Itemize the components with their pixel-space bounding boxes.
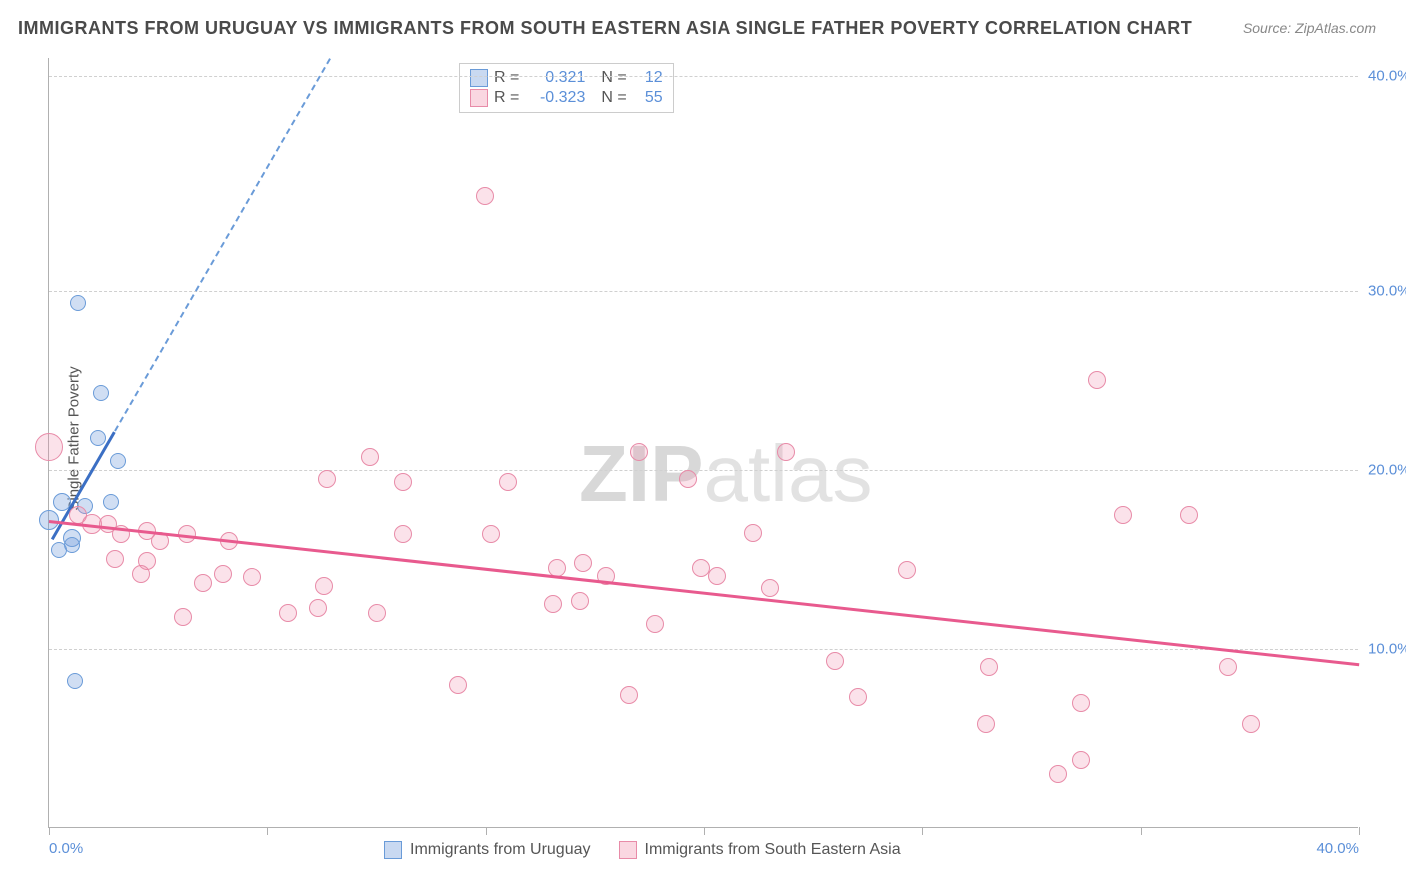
data-point <box>394 473 412 491</box>
legend-r-value: -0.323 <box>525 89 585 107</box>
data-point <box>849 688 867 706</box>
data-point <box>309 599 327 617</box>
data-point <box>368 604 386 622</box>
legend-swatch <box>470 69 488 87</box>
gridline <box>49 649 1358 650</box>
legend-n-label: N = <box>601 89 626 107</box>
data-point <box>132 565 150 583</box>
source-attribution: Source: ZipAtlas.com <box>1243 20 1376 36</box>
legend-swatch <box>384 841 402 859</box>
x-tick <box>1359 827 1360 835</box>
series-legend-item: Immigrants from Uruguay <box>384 841 591 859</box>
data-point <box>110 453 126 469</box>
data-point <box>1242 715 1260 733</box>
legend-r-label: R = <box>494 69 519 87</box>
x-tick <box>486 827 487 835</box>
data-point <box>544 595 562 613</box>
data-point <box>482 525 500 543</box>
series-legend-label: Immigrants from South Eastern Asia <box>645 841 901 859</box>
y-tick-label: 30.0% <box>1368 282 1406 299</box>
data-point <box>499 473 517 491</box>
data-point <box>826 652 844 670</box>
x-tick-label: 40.0% <box>1316 840 1359 857</box>
x-tick <box>49 827 50 835</box>
data-point <box>51 542 67 558</box>
series-legend-label: Immigrants from Uruguay <box>410 841 591 859</box>
data-point <box>70 295 86 311</box>
data-point <box>1180 506 1198 524</box>
data-point <box>744 524 762 542</box>
x-tick <box>1141 827 1142 835</box>
correlation-legend: R = 0.321 N = 12 R = -0.323 N = 55 <box>459 63 674 113</box>
legend-n-label: N = <box>601 69 626 87</box>
legend-r-value: 0.321 <box>525 69 585 87</box>
data-point <box>449 676 467 694</box>
data-point <box>761 579 779 597</box>
x-tick <box>704 827 705 835</box>
data-point <box>692 559 710 577</box>
data-point <box>977 715 995 733</box>
series-legend: Immigrants from Uruguay Immigrants from S… <box>384 841 901 859</box>
data-point <box>1114 506 1132 524</box>
data-point <box>361 448 379 466</box>
trend-line <box>114 58 331 431</box>
gridline <box>49 76 1358 77</box>
data-point <box>279 604 297 622</box>
data-point <box>318 470 336 488</box>
data-point <box>620 686 638 704</box>
data-point <box>1072 751 1090 769</box>
watermark: ZIPatlas <box>579 428 872 520</box>
y-tick-label: 20.0% <box>1368 461 1406 478</box>
legend-n-value: 12 <box>633 69 663 87</box>
data-point <box>1072 694 1090 712</box>
correlation-legend-row: R = 0.321 N = 12 <box>470 68 663 88</box>
data-point <box>574 554 592 572</box>
chart-plot-area: ZIPatlas R =0.321N =12R =-0.323N =55 Imm… <box>48 58 1358 828</box>
data-point <box>777 443 795 461</box>
gridline <box>49 291 1358 292</box>
data-point <box>243 568 261 586</box>
data-point <box>174 608 192 626</box>
trend-line <box>49 520 1359 666</box>
data-point <box>106 550 124 568</box>
data-point <box>103 494 119 510</box>
data-point <box>394 525 412 543</box>
data-point <box>35 433 63 461</box>
legend-swatch <box>470 89 488 107</box>
x-tick <box>267 827 268 835</box>
data-point <box>67 673 83 689</box>
data-point <box>90 430 106 446</box>
data-point <box>1088 371 1106 389</box>
data-point <box>194 574 212 592</box>
data-point <box>679 470 697 488</box>
data-point <box>1049 765 1067 783</box>
data-point <box>476 187 494 205</box>
gridline <box>49 470 1358 471</box>
data-point <box>315 577 333 595</box>
legend-n-value: 55 <box>633 89 663 107</box>
series-legend-item: Immigrants from South Eastern Asia <box>619 841 901 859</box>
data-point <box>898 561 916 579</box>
x-tick <box>922 827 923 835</box>
data-point <box>214 565 232 583</box>
data-point <box>93 385 109 401</box>
data-point <box>630 443 648 461</box>
legend-swatch <box>619 841 637 859</box>
data-point <box>708 567 726 585</box>
data-point <box>1219 658 1237 676</box>
correlation-legend-row: R = -0.323 N = 55 <box>470 88 663 108</box>
data-point <box>980 658 998 676</box>
data-point <box>571 592 589 610</box>
y-tick-label: 40.0% <box>1368 67 1406 84</box>
y-tick-label: 10.0% <box>1368 640 1406 657</box>
legend-r-label: R = <box>494 89 519 107</box>
x-tick-label: 0.0% <box>49 840 83 857</box>
chart-title: IMMIGRANTS FROM URUGUAY VS IMMIGRANTS FR… <box>18 18 1192 39</box>
data-point <box>646 615 664 633</box>
